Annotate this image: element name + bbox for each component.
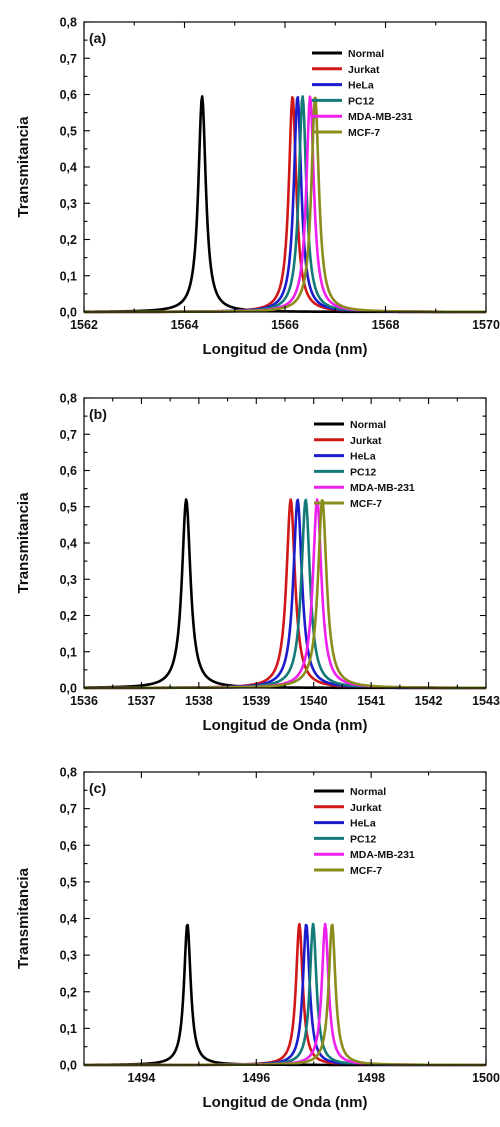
legend-label-jurkat: Jurkat — [350, 802, 382, 814]
x-tick-label: 1564 — [171, 318, 199, 332]
series-line-pc12 — [83, 922, 487, 1067]
legend-label-normal: Normal — [350, 786, 386, 798]
y-tick-label: 0,4 — [60, 537, 77, 551]
x-axis-title: Longitud de Onda (nm) — [203, 341, 368, 358]
plot-frame — [83, 771, 487, 1066]
chart-panel-3: 1494 1496 1498 1500 0,0 0,1 0,2 0,3 0,4 0,5 0,6 0,7… — [15, 766, 500, 1112]
y-tick-label: 0,7 — [60, 428, 77, 442]
series-line-hela — [83, 95, 487, 314]
legend-label-hela: HeLa — [350, 818, 376, 830]
x-tick-label: 1537 — [128, 694, 156, 708]
y-axis-title: Transmitancia — [15, 492, 32, 594]
y-tick-label: 0,3 — [60, 573, 77, 587]
x-axis-title: Longitud de Onda (nm) — [203, 717, 368, 734]
legend-label-mda-mb-231: MDA-MB-231 — [350, 849, 415, 861]
y-tick-label: 0,0 — [60, 1059, 77, 1073]
y-tick-label: 0,7 — [60, 802, 77, 816]
legend-label-pc12: PC12 — [348, 95, 374, 107]
y-tick-label: 0,0 — [60, 682, 77, 696]
x-tick-label: 1500 — [472, 1071, 500, 1085]
x-tick-label: 1566 — [271, 318, 299, 332]
series-line-normal — [83, 923, 487, 1067]
plot-frame — [83, 21, 487, 313]
legend-label-normal: Normal — [348, 48, 384, 60]
x-tick-label: 1496 — [242, 1071, 270, 1085]
y-tick-label: 0,2 — [60, 609, 77, 623]
legend: Normal Jurkat HeLa PC12 MDA-MB-231 MCF-7 — [312, 48, 413, 139]
x-tick-label: 1540 — [300, 694, 328, 708]
x-tick-label: 1543 — [472, 694, 500, 708]
legend: Normal Jurkat HeLa PC12 MDA-MB-231 MCF-7 — [314, 786, 415, 877]
y-tick-label: 0,6 — [60, 464, 77, 478]
x-tick-label: 1570 — [472, 318, 500, 332]
x-tick-label: 1541 — [357, 694, 385, 708]
y-tick-label: 0,2 — [60, 233, 77, 247]
y-tick-label: 0,3 — [60, 949, 77, 963]
x-tick-label: 1542 — [415, 694, 443, 708]
panel-label: (b) — [89, 406, 107, 422]
series-line-mcf-7 — [83, 96, 487, 314]
legend-label-jurkat: Jurkat — [350, 435, 382, 447]
legend-label-mcf-7: MCF-7 — [348, 127, 380, 139]
series-line-jurkat — [83, 922, 487, 1067]
legend-label-mda-mb-231: MDA-MB-231 — [350, 482, 415, 494]
chart-panel-2: 1536 1537 1538 1539 1540 1541 1542 1543 0,0 0,1 0,… — [15, 392, 500, 735]
y-tick-label: 0,6 — [60, 839, 77, 853]
x-tick-label: 1562 — [70, 318, 98, 332]
legend-label-hela: HeLa — [350, 451, 376, 463]
series-line-mda-mb-231 — [83, 95, 487, 314]
legend-label-normal: Normal — [350, 419, 386, 431]
y-tick-label: 0,5 — [60, 500, 77, 514]
y-tick-label: 0,8 — [60, 392, 77, 406]
series-line-mcf-7 — [83, 923, 487, 1067]
x-tick-label: 1568 — [372, 318, 400, 332]
y-tick-label: 0,5 — [60, 875, 77, 889]
y-tick-label: 0,6 — [60, 88, 77, 102]
x-tick-label: 1538 — [185, 694, 213, 708]
legend: Normal Jurkat HeLa PC12 MDA-MB-231 MCF-7 — [314, 419, 415, 510]
x-tick-label: 1539 — [242, 694, 270, 708]
y-axis-title: Transmitancia — [15, 116, 32, 218]
y-tick-label: 0,3 — [60, 197, 77, 211]
y-tick-label: 0,4 — [60, 161, 77, 175]
y-tick-label: 0,1 — [60, 269, 77, 283]
series-line-normal — [83, 95, 487, 314]
x-axis-title: Longitud de Onda (nm) — [203, 1094, 368, 1111]
series-line-hela — [83, 923, 487, 1067]
legend-label-hela: HeLa — [348, 80, 374, 92]
y-tick-label: 0,1 — [60, 1022, 77, 1036]
x-tick-label: 1494 — [128, 1071, 156, 1085]
legend-label-mcf-7: MCF-7 — [350, 498, 382, 510]
panel-label: (a) — [89, 30, 106, 46]
legend-label-mda-mb-231: MDA-MB-231 — [348, 111, 413, 123]
legend-label-pc12: PC12 — [350, 833, 376, 845]
y-tick-label: 0,2 — [60, 985, 77, 999]
y-tick-label: 0,8 — [60, 16, 77, 30]
y-tick-label: 0,1 — [60, 645, 77, 659]
panel-label: (c) — [89, 780, 106, 796]
y-tick-label: 0,4 — [60, 912, 77, 926]
chart-panel-1: 1562 1564 1566 1568 1570 0,0 0,1 0,2 0,3 0,4 0,5 0,… — [15, 16, 500, 359]
x-tick-label: 1498 — [357, 1071, 385, 1085]
y-tick-label: 0,5 — [60, 124, 77, 138]
plot-frame — [83, 397, 487, 689]
x-tick-label: 1536 — [70, 694, 98, 708]
series-line-pc12 — [83, 95, 487, 314]
series-line-jurkat — [83, 95, 487, 314]
y-tick-label: 0,7 — [60, 52, 77, 66]
legend-label-pc12: PC12 — [350, 466, 376, 478]
series-line-mda-mb-231 — [83, 922, 487, 1067]
y-axis-title: Transmitancia — [15, 867, 32, 969]
legend-label-mcf-7: MCF-7 — [350, 865, 382, 877]
y-tick-label: 0,8 — [60, 766, 77, 780]
y-tick-label: 0,0 — [60, 306, 77, 320]
legend-label-jurkat: Jurkat — [348, 64, 380, 76]
